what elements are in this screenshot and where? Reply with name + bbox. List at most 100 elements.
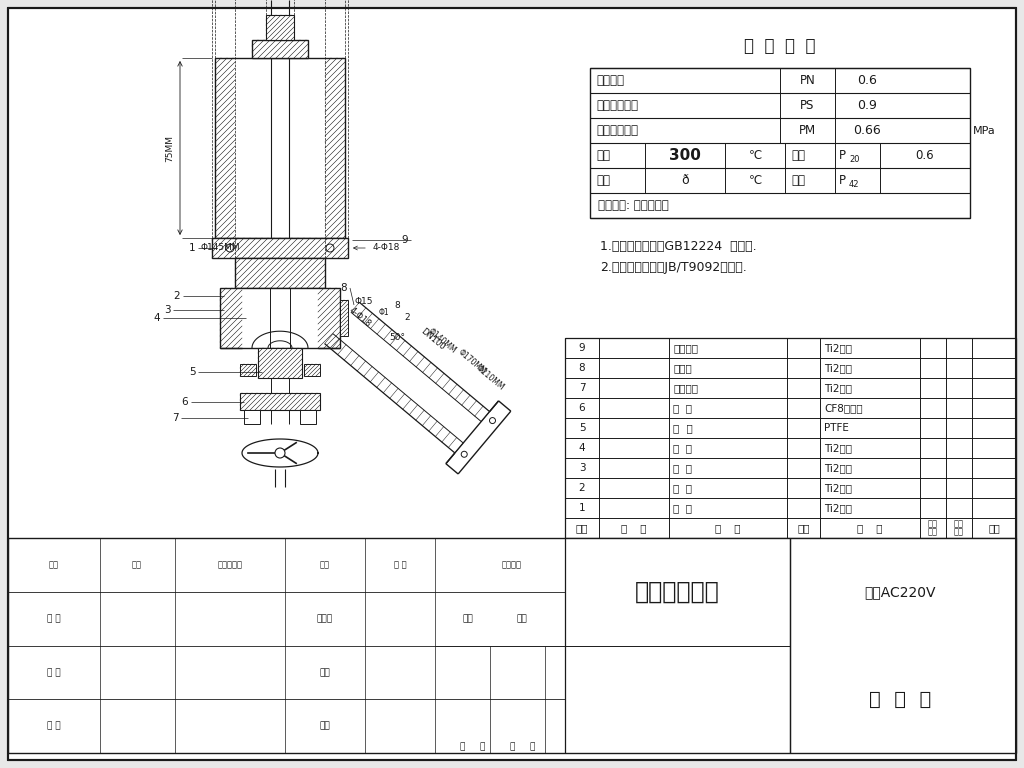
Text: Φ15: Φ15 xyxy=(354,296,374,306)
Text: 8: 8 xyxy=(579,363,586,373)
Text: 代    号: 代 号 xyxy=(622,523,647,533)
Text: 阀  瓣: 阀 瓣 xyxy=(673,503,692,513)
Text: 填料压盖: 填料压盖 xyxy=(673,383,698,393)
Bar xyxy=(8,538,1016,753)
Text: 密封试验压力: 密封试验压力 xyxy=(596,124,638,137)
Text: 4-Φ18: 4-Φ18 xyxy=(347,306,373,329)
Text: 8: 8 xyxy=(341,283,347,293)
Text: 0.66: 0.66 xyxy=(854,124,882,137)
Text: PTFE: PTFE xyxy=(824,423,849,433)
Text: 设 计: 设 计 xyxy=(47,614,60,623)
Text: 4: 4 xyxy=(579,443,586,453)
Bar xyxy=(300,410,316,424)
Bar xyxy=(212,238,348,258)
Text: P: P xyxy=(839,174,846,187)
Text: 图样标记: 图样标记 xyxy=(502,561,522,569)
Text: 1: 1 xyxy=(579,503,586,513)
Text: 2: 2 xyxy=(579,483,586,493)
Bar xyxy=(318,288,340,348)
Text: 4-Φ18: 4-Φ18 xyxy=(373,243,399,253)
Bar xyxy=(252,40,308,58)
Text: 标记: 标记 xyxy=(49,561,59,569)
Text: 电压AC220V: 电压AC220V xyxy=(864,584,936,599)
Text: Φ210MM: Φ210MM xyxy=(474,363,506,392)
Text: 支  架: 支 架 xyxy=(673,403,692,413)
Text: PS: PS xyxy=(801,99,815,112)
Text: 工作: 工作 xyxy=(596,149,610,162)
Text: 5: 5 xyxy=(188,367,196,377)
Text: Ti2合金: Ti2合金 xyxy=(824,483,852,493)
Bar xyxy=(212,238,348,258)
Bar xyxy=(234,258,325,288)
Text: 重量: 重量 xyxy=(928,528,938,537)
Text: Ti2合金: Ti2合金 xyxy=(824,383,852,393)
Text: 1.其它技术要求按GB12224  的规定.: 1.其它技术要求按GB12224 的规定. xyxy=(600,240,757,253)
Text: 处数: 处数 xyxy=(132,561,142,569)
Text: 日 期: 日 期 xyxy=(393,561,407,569)
Text: 6: 6 xyxy=(579,403,586,413)
Text: 75MM: 75MM xyxy=(166,134,174,161)
Text: 总  装  图: 总 装 图 xyxy=(869,690,931,709)
Text: 校 对: 校 对 xyxy=(47,668,60,677)
Text: 共: 共 xyxy=(459,743,464,752)
Text: 单件: 单件 xyxy=(928,519,938,528)
Text: 总计: 总计 xyxy=(954,519,964,528)
Bar xyxy=(252,40,308,58)
Text: Φ1: Φ1 xyxy=(379,308,389,317)
Text: ℃: ℃ xyxy=(749,149,762,162)
Text: 强度试验压力: 强度试验压力 xyxy=(596,99,638,112)
Text: 7: 7 xyxy=(172,413,178,423)
Text: 50°: 50° xyxy=(389,333,406,343)
Text: 6: 6 xyxy=(181,397,188,407)
Text: Ti2合金: Ti2合金 xyxy=(824,463,852,473)
Text: CF8不锈钢: CF8不锈钢 xyxy=(824,403,862,413)
Bar xyxy=(240,393,319,410)
Text: 页: 页 xyxy=(480,743,485,752)
Text: 批准: 批准 xyxy=(319,722,331,730)
Text: P: P xyxy=(839,149,846,162)
Text: 2: 2 xyxy=(404,313,410,323)
Text: 性  能  规  范: 性 能 规 范 xyxy=(744,37,816,55)
Text: 第: 第 xyxy=(510,743,515,752)
Circle shape xyxy=(226,244,234,252)
Text: 1: 1 xyxy=(188,243,196,253)
Bar xyxy=(266,15,294,40)
Text: Ti2合金: Ti2合金 xyxy=(824,343,852,353)
Bar xyxy=(234,258,325,288)
Text: 阀座密封: 阀座密封 xyxy=(673,343,698,353)
Text: 重量: 重量 xyxy=(954,528,964,537)
Text: 比例: 比例 xyxy=(517,614,527,623)
Text: 8: 8 xyxy=(394,300,400,310)
Text: Ti2合金: Ti2合金 xyxy=(824,363,852,373)
Circle shape xyxy=(326,244,334,252)
Bar xyxy=(340,300,348,336)
Bar xyxy=(258,348,302,378)
Text: 材    料: 材 料 xyxy=(857,523,883,533)
Text: 阀  杆: 阀 杆 xyxy=(673,443,692,453)
Text: 9: 9 xyxy=(401,235,409,245)
Text: 名    称: 名 称 xyxy=(715,523,740,533)
Text: MPa: MPa xyxy=(973,125,995,135)
Bar xyxy=(240,364,256,376)
Text: 阀  体: 阀 体 xyxy=(673,463,692,473)
Bar xyxy=(325,58,345,238)
Text: 工作: 工作 xyxy=(791,149,805,162)
Text: 9: 9 xyxy=(579,343,586,353)
Bar xyxy=(258,348,302,378)
Text: PM: PM xyxy=(799,124,816,137)
Bar xyxy=(304,364,319,376)
Text: Φ140MM: Φ140MM xyxy=(427,326,458,355)
Bar xyxy=(565,338,1016,538)
Text: 适用介质: 腐蚀性介质: 适用介质: 腐蚀性介质 xyxy=(598,199,669,212)
Text: 标准化: 标准化 xyxy=(317,614,333,623)
Text: 公称压力: 公称压力 xyxy=(596,74,624,87)
Circle shape xyxy=(489,418,496,424)
Bar xyxy=(215,58,234,238)
Bar xyxy=(340,300,348,336)
Bar xyxy=(220,288,242,348)
Text: PN: PN xyxy=(800,74,815,87)
Text: Ti2合金: Ti2合金 xyxy=(824,443,852,453)
Text: DN100: DN100 xyxy=(419,326,446,352)
Text: 序号: 序号 xyxy=(575,523,588,533)
Text: 3: 3 xyxy=(164,305,170,315)
